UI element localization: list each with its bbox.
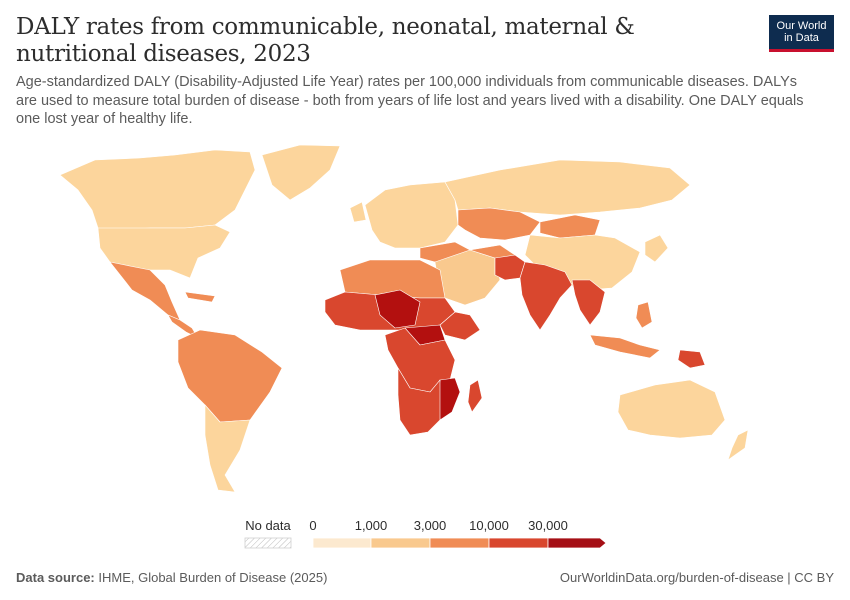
chart-subtitle: Age-standardized DALY (Disability-Adjust… xyxy=(16,74,804,127)
chart-title: DALY rates from communicable, neonatal, … xyxy=(16,14,635,67)
region-uk-ireland[interactable] xyxy=(349,201,367,223)
legend-tick-3: 10,000 xyxy=(469,518,509,533)
legend-tick-0: 0 xyxy=(309,518,316,533)
footer: Data source: IHME, Global Burden of Dise… xyxy=(16,570,834,585)
region-caribbean[interactable] xyxy=(184,291,216,303)
legend-tick-2: 3,000 xyxy=(414,518,447,533)
region-central-sahel[interactable] xyxy=(374,289,421,329)
region-northern-south-america[interactable] xyxy=(177,329,283,423)
region-mexico[interactable] xyxy=(109,261,181,321)
source-text: IHME, Global Burden of Disease (2025) xyxy=(98,570,328,585)
source-label: Data source: xyxy=(16,570,95,585)
legend-no-data-swatch xyxy=(244,537,292,549)
region-russia[interactable] xyxy=(444,159,691,216)
region-europe[interactable] xyxy=(364,181,459,249)
region-philippines[interactable] xyxy=(635,301,653,329)
region-central-asia[interactable] xyxy=(457,207,541,241)
region-madagascar[interactable] xyxy=(467,379,483,413)
legend-tick-1: 1,000 xyxy=(355,518,388,533)
region-papua-new-guinea[interactable] xyxy=(677,349,706,369)
legend-bin-4 xyxy=(547,537,607,549)
region-indonesia[interactable] xyxy=(589,334,661,359)
region-australia[interactable] xyxy=(617,379,726,439)
legend-bin-3 xyxy=(488,537,549,549)
region-korea-japan[interactable] xyxy=(644,234,669,263)
region-india[interactable] xyxy=(519,261,573,331)
legend: No data 0 1,000 3,000 10,000 30,000 xyxy=(244,518,607,549)
legend-tick-4: 30,000 xyxy=(528,518,568,533)
logo-line-2: in Data xyxy=(784,32,819,44)
region-southeast-asia[interactable] xyxy=(571,279,606,326)
owid-logo[interactable]: Our World in Data xyxy=(769,15,834,52)
region-new-zealand[interactable] xyxy=(727,429,749,461)
region-greenland[interactable] xyxy=(261,144,341,201)
region-southern-cone[interactable] xyxy=(204,404,251,493)
region-horn-of-africa[interactable] xyxy=(439,311,481,341)
region-mongolia[interactable] xyxy=(539,214,601,239)
legend-no-data-label: No data xyxy=(245,518,291,533)
world-map[interactable] xyxy=(0,130,850,510)
url-link[interactable]: OurWorldinData.org/burden-of-disease | C… xyxy=(559,570,834,585)
logo-line-1: Our World xyxy=(776,20,827,32)
region-mozambique[interactable] xyxy=(437,377,461,421)
legend-bin-2 xyxy=(429,537,490,549)
legend-bin-0 xyxy=(312,537,372,549)
region-canada-alaska[interactable] xyxy=(59,149,256,231)
region-southern-africa[interactable] xyxy=(397,367,441,436)
legend-bin-1 xyxy=(370,537,431,549)
